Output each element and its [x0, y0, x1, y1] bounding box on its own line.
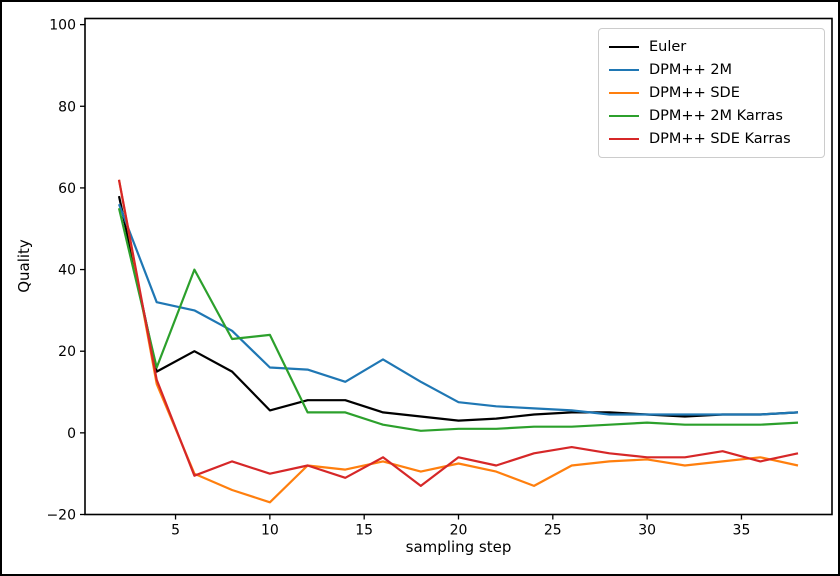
y-tick-label: 0	[67, 426, 76, 442]
x-tick-label: 15	[355, 523, 373, 539]
y-tick-label: −20	[46, 508, 76, 524]
y-tick-label: 60	[58, 181, 76, 197]
y-tick-label: 100	[49, 18, 76, 34]
y-tick-label: 40	[58, 263, 76, 279]
legend-item: Euler	[609, 37, 814, 57]
x-axis-label: sampling step	[405, 538, 512, 556]
x-tick-label: 10	[261, 523, 279, 539]
y-axis-label: Quality	[15, 239, 33, 293]
x-tick-label: 25	[544, 523, 562, 539]
series-line-euler	[117, 195, 799, 422]
legend-label: DPM++ SDE	[649, 85, 740, 101]
series-line-dpm-2m-karras	[117, 208, 799, 432]
legend-line-swatch	[609, 69, 639, 71]
legend-label: DPM++ 2M	[649, 62, 733, 78]
plot-frame	[84, 17, 833, 516]
y-tick-label: 80	[58, 99, 76, 115]
legend: Euler DPM++ 2M DPM++ SDE DPM++ 2M Karras DPM…	[598, 28, 825, 158]
x-tick-label: 30	[638, 523, 656, 539]
legend-item: DPM++ SDE	[609, 83, 814, 103]
legend-line-swatch	[609, 138, 639, 140]
legend-item: DPM++ 2M Karras	[609, 106, 814, 126]
legend-label: DPM++ SDE Karras	[649, 131, 791, 147]
x-tick-label: 35	[733, 523, 751, 539]
y-tick-label: 20	[58, 344, 76, 360]
legend-label: DPM++ 2M Karras	[649, 108, 783, 124]
x-tick-label: 5	[171, 523, 180, 539]
legend-line-swatch	[609, 115, 639, 117]
series-line-dpm-sde	[117, 179, 799, 504]
series-line-dpm-sde-karras	[117, 179, 799, 487]
legend-item: DPM++ SDE Karras	[609, 129, 814, 149]
legend-item: DPM++ 2M	[609, 60, 814, 80]
series-line-dpm-2m	[117, 203, 799, 416]
legend-line-swatch	[609, 46, 639, 48]
x-tick-label: 20	[450, 523, 468, 539]
legend-label: Euler	[649, 39, 687, 55]
legend-line-swatch	[609, 92, 639, 94]
